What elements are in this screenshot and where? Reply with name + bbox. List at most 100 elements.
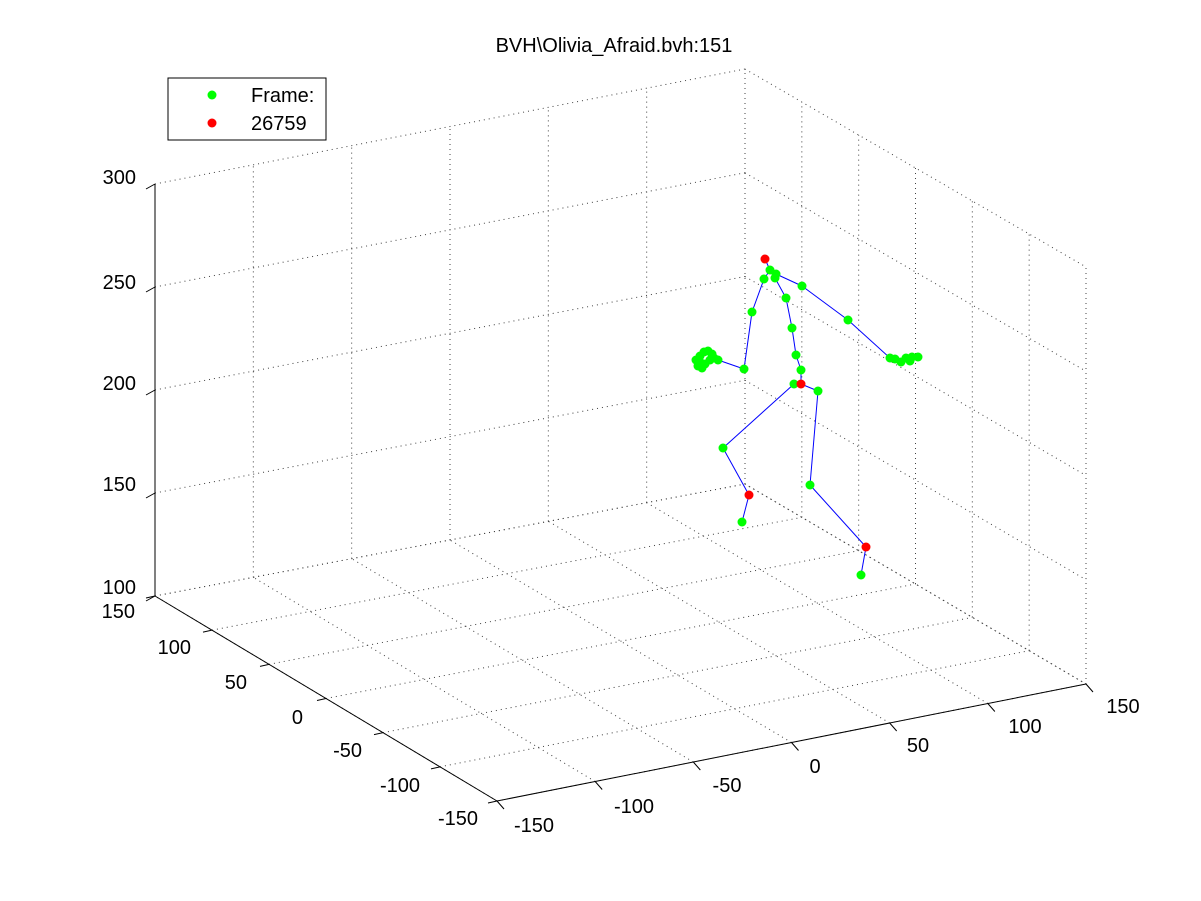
joint-marker [709,353,719,363]
grid-layer [154,68,1087,802]
tick-layer: 100 150 200 250 300 150 100 50 0 -50 -10… [102,167,1140,837]
legend-label-frame: Frame: [251,85,314,107]
skeleton-bone [751,278,765,313]
z-tick-label: 150 [103,474,136,496]
joint-marker [805,480,815,490]
skeleton-bone [847,319,891,359]
joint-marker [737,517,747,527]
x-tick-label: -150 [514,815,554,837]
y-tick-mark [487,800,498,804]
y-tick-mark [259,663,270,667]
skeleton-bone [775,273,803,287]
y-tick-label: 100 [158,637,191,659]
z-tick-mark [145,183,156,190]
joint-marker [697,363,707,373]
legend: Frame: 26759 [167,77,327,141]
legend-box [167,77,327,141]
joint-marker [770,273,780,283]
z-tick-label: 200 [103,373,136,395]
skeleton-bone [801,285,849,321]
skeleton [691,254,923,580]
joint-marker [789,379,799,389]
wall-grid-line [744,379,1087,581]
y-tick-label: -100 [380,775,420,797]
skeleton-bone [722,447,750,496]
end-site-marker [861,542,871,552]
floor-grid-line [382,616,973,734]
x-tick-label: -100 [614,796,654,818]
skeleton-bone [809,390,819,486]
x-tick-mark [1085,683,1094,693]
y-tick-mark [430,766,441,770]
x-tick-label: 100 [1008,716,1041,738]
joint-marker [813,386,823,396]
x-tick-mark [889,722,898,732]
z-tick-mark [145,492,156,499]
joint-marker [905,356,915,366]
z-tick-label: 250 [103,272,136,294]
skeleton-bone [809,484,867,548]
chart-title: BVH\Olivia_Afraid.bvh:151 [496,35,733,57]
joint-marker [781,293,791,303]
legend-marker-frame [207,90,217,100]
legend-label-26759: 26759 [251,113,307,135]
y-tick-label: 0 [292,707,303,729]
wall-grid-line [154,276,746,391]
x-tick-mark [987,703,996,712]
x-tick-mark [692,761,701,771]
joint-marker [791,350,801,360]
x-tick-label: 50 [907,735,929,757]
end-site-marker [744,490,754,500]
joint-marker [787,323,797,333]
x-tick-mark [594,781,603,790]
end-site-marker [796,379,806,389]
x-tick-mark [791,742,799,751]
joint-marker [890,354,900,364]
skeleton-bone [785,297,793,329]
joint-marker [739,364,749,374]
y-tick-mark [373,732,384,736]
y-tick-label: -50 [333,740,362,762]
skeleton-bone [741,494,750,523]
floor-grid-line [439,650,1030,768]
x-tick-label: 150 [1106,696,1139,718]
joint-marker [856,570,866,580]
z-tick-mark [145,595,156,602]
y-tick-mark [316,698,327,701]
z-tick-mark [145,286,156,293]
joint-marker [747,307,757,317]
skeleton-bone [743,311,753,370]
wall-grid-line [154,172,746,288]
z-tick-label: 100 [103,577,136,599]
wall-grid-line [154,68,746,185]
floor-grid-line [268,550,859,665]
wall-grid-line [744,172,1087,372]
joint-marker [843,315,853,325]
skeleton-bone [722,383,795,449]
floor-grid-line [449,539,792,743]
floor-grid-line [325,583,916,699]
skeleton-bone [791,327,797,356]
joint-marker [797,281,807,291]
joint-marker [913,352,923,362]
joint-marker [718,443,728,453]
wall-grid-line [744,68,1087,268]
wall-grid-line [744,276,1087,476]
y-tick-label: 150 [102,601,135,623]
y-tick-label: -150 [438,808,478,830]
z-tick-label: 300 [103,167,136,189]
axis-layer [145,183,1094,810]
skeleton-bone [860,546,867,576]
y-tick-label: 50 [225,672,247,694]
wall-grid-line [154,483,746,597]
wall-grid-line [154,379,746,494]
wall-grid-line [744,483,1087,685]
x-tick-label: 0 [809,756,820,778]
x-tick-mark [496,800,505,810]
z-tick-mark [145,389,156,396]
joint-marker [759,274,769,284]
joint-marker [796,365,806,375]
y-tick-mark [202,629,213,633]
end-site-marker [760,254,770,264]
